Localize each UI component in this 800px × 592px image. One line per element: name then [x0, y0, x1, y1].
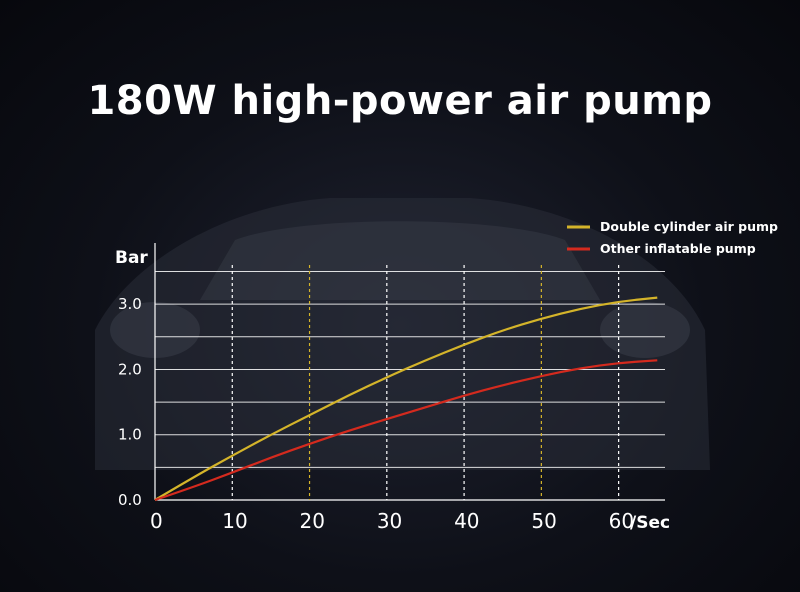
- y-tick-label: 0.0: [118, 491, 142, 509]
- legend-label-other: Other inflatable pump: [600, 241, 756, 256]
- y-axis-label: Bar: [115, 248, 148, 268]
- x-tick-label: 60: [609, 509, 634, 533]
- page-title: 180W high-power air pump: [87, 78, 713, 124]
- y-tick-label: 1.0: [118, 426, 142, 444]
- x-tick-label: 30: [377, 509, 402, 533]
- x-tick-label: 40: [454, 509, 479, 533]
- series-line-other-pump: [154, 359, 658, 502]
- legend-label-double: Double cylinder air pump: [600, 219, 778, 234]
- series-line-double-cylinder: [154, 296, 658, 501]
- x-tick-label: 0: [150, 509, 163, 533]
- y-tick-label: 3.0: [118, 295, 142, 313]
- x-tick-label: 10: [222, 509, 247, 533]
- x-tick-label: 20: [300, 509, 325, 533]
- y-tick-label: 2.0: [118, 360, 142, 378]
- x-axis-unit: /Sec: [630, 513, 670, 533]
- x-tick-label: 50: [531, 509, 556, 533]
